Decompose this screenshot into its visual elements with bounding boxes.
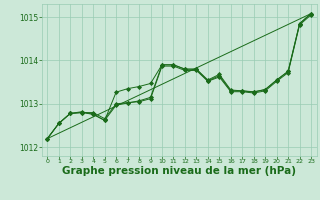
X-axis label: Graphe pression niveau de la mer (hPa): Graphe pression niveau de la mer (hPa) <box>62 166 296 176</box>
